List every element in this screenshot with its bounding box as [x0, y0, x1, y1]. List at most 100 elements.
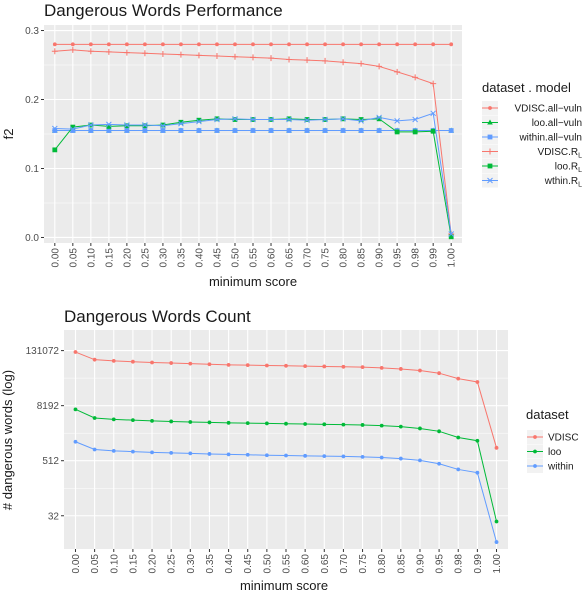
- x-tick-label: 0.90: [375, 248, 386, 268]
- data-point: [142, 128, 148, 133]
- legend-item: VDISC.all−vuln: [482, 101, 582, 115]
- data-point: [70, 124, 76, 130]
- performance-y-axis-title: f2: [1, 129, 16, 140]
- legend-key-marker: [488, 106, 492, 110]
- data-point: [150, 419, 154, 423]
- x-tick-label: 0.70: [339, 554, 350, 574]
- data-point: [214, 116, 220, 123]
- data-point: [322, 364, 327, 369]
- data-point: [358, 60, 365, 67]
- performance-y-ticks: 0.0 0.1 0.2 0.3: [25, 26, 44, 244]
- data-point: [269, 42, 273, 47]
- data-point: [245, 363, 250, 368]
- data-point: [475, 438, 480, 443]
- data-point: [304, 117, 310, 124]
- data-point: [177, 51, 184, 58]
- data-point: [377, 42, 382, 47]
- performance-legend-title: dataset . model: [482, 80, 571, 95]
- data-point: [379, 455, 384, 460]
- data-point: [437, 371, 442, 376]
- data-point: [196, 118, 202, 125]
- legend-key-marker: [487, 177, 493, 184]
- data-point: [494, 445, 499, 450]
- x-tick-label: 1.00: [447, 248, 458, 268]
- data-point: [418, 426, 422, 431]
- x-tick-label: 0.65: [320, 554, 331, 574]
- count-x-ticks: 0.00 0.05 0.10 0.15 0.20 0.25 0.30 0.35 0.40 0.45…: [71, 549, 503, 573]
- x-tick-label: 0.85: [396, 554, 407, 574]
- data-point: [394, 129, 400, 135]
- data-point: [268, 55, 275, 62]
- data-point: [92, 357, 97, 362]
- data-point: [52, 42, 57, 47]
- y-tick-label: 512: [42, 456, 59, 467]
- data-point: [358, 128, 364, 133]
- data-point: [376, 114, 382, 121]
- data-point: [449, 42, 454, 47]
- data-point: [106, 121, 112, 128]
- data-point: [284, 363, 288, 368]
- data-point: [250, 116, 256, 123]
- data-point: [287, 42, 291, 47]
- data-point: [323, 42, 327, 47]
- data-point: [215, 42, 219, 47]
- data-point: [196, 117, 202, 123]
- x-tick-label: 0.75: [358, 554, 369, 574]
- data-point: [412, 116, 419, 123]
- legend-item: within: [527, 459, 574, 473]
- data-point: [207, 452, 212, 456]
- data-point: [322, 454, 327, 459]
- data-point: [437, 461, 442, 466]
- data-point: [111, 448, 116, 453]
- x-tick-label: 0.20: [122, 248, 133, 268]
- data-point: [92, 447, 97, 452]
- data-point: [475, 470, 480, 475]
- x-tick-label: 0.60: [267, 248, 278, 268]
- x-tick-label: 0.60: [301, 554, 312, 574]
- data-point: [233, 42, 237, 47]
- performance-marks: [51, 42, 455, 240]
- data-point: [304, 128, 310, 133]
- data-point: [73, 350, 78, 354]
- data-point: [395, 42, 400, 47]
- x-tick-label: 0.85: [357, 248, 368, 268]
- count-marks: [73, 350, 499, 544]
- data-point: [359, 42, 364, 47]
- data-point: [430, 110, 437, 117]
- data-point: [376, 116, 382, 122]
- data-point: [188, 420, 193, 424]
- legend-key-marker: [487, 163, 493, 169]
- data-point: [179, 42, 183, 47]
- x-tick-label: 0.65: [285, 248, 296, 268]
- data-point: [160, 128, 166, 133]
- x-tick-label: 0.70: [303, 248, 314, 268]
- count-legend: dataset VDISC loo within: [526, 407, 579, 473]
- data-point: [418, 458, 422, 463]
- data-point: [448, 128, 454, 133]
- legend-key-marker: [487, 134, 493, 140]
- data-point: [70, 128, 76, 133]
- data-point: [88, 128, 94, 133]
- legend-key-marker: [533, 435, 537, 439]
- data-point: [51, 48, 58, 55]
- data-point: [188, 451, 193, 456]
- data-point: [250, 54, 256, 61]
- legend-label: VDISC.RL: [538, 147, 583, 160]
- data-point: [188, 361, 193, 366]
- legend-key-marker: [487, 148, 493, 155]
- data-point: [73, 407, 78, 412]
- data-point: [412, 129, 418, 135]
- series-within-rl: [51, 110, 455, 237]
- data-point: [448, 231, 455, 237]
- data-point: [73, 439, 78, 444]
- data-point: [340, 128, 346, 133]
- data-point: [124, 122, 130, 128]
- data-point: [475, 380, 480, 384]
- data-point: [70, 42, 75, 47]
- data-point: [231, 53, 238, 60]
- x-tick-label: 0.00: [71, 554, 82, 574]
- data-point: [303, 422, 308, 426]
- x-tick-label: 0.25: [167, 554, 178, 574]
- x-tick-label: 1.00: [492, 554, 503, 574]
- data-point: [303, 364, 308, 369]
